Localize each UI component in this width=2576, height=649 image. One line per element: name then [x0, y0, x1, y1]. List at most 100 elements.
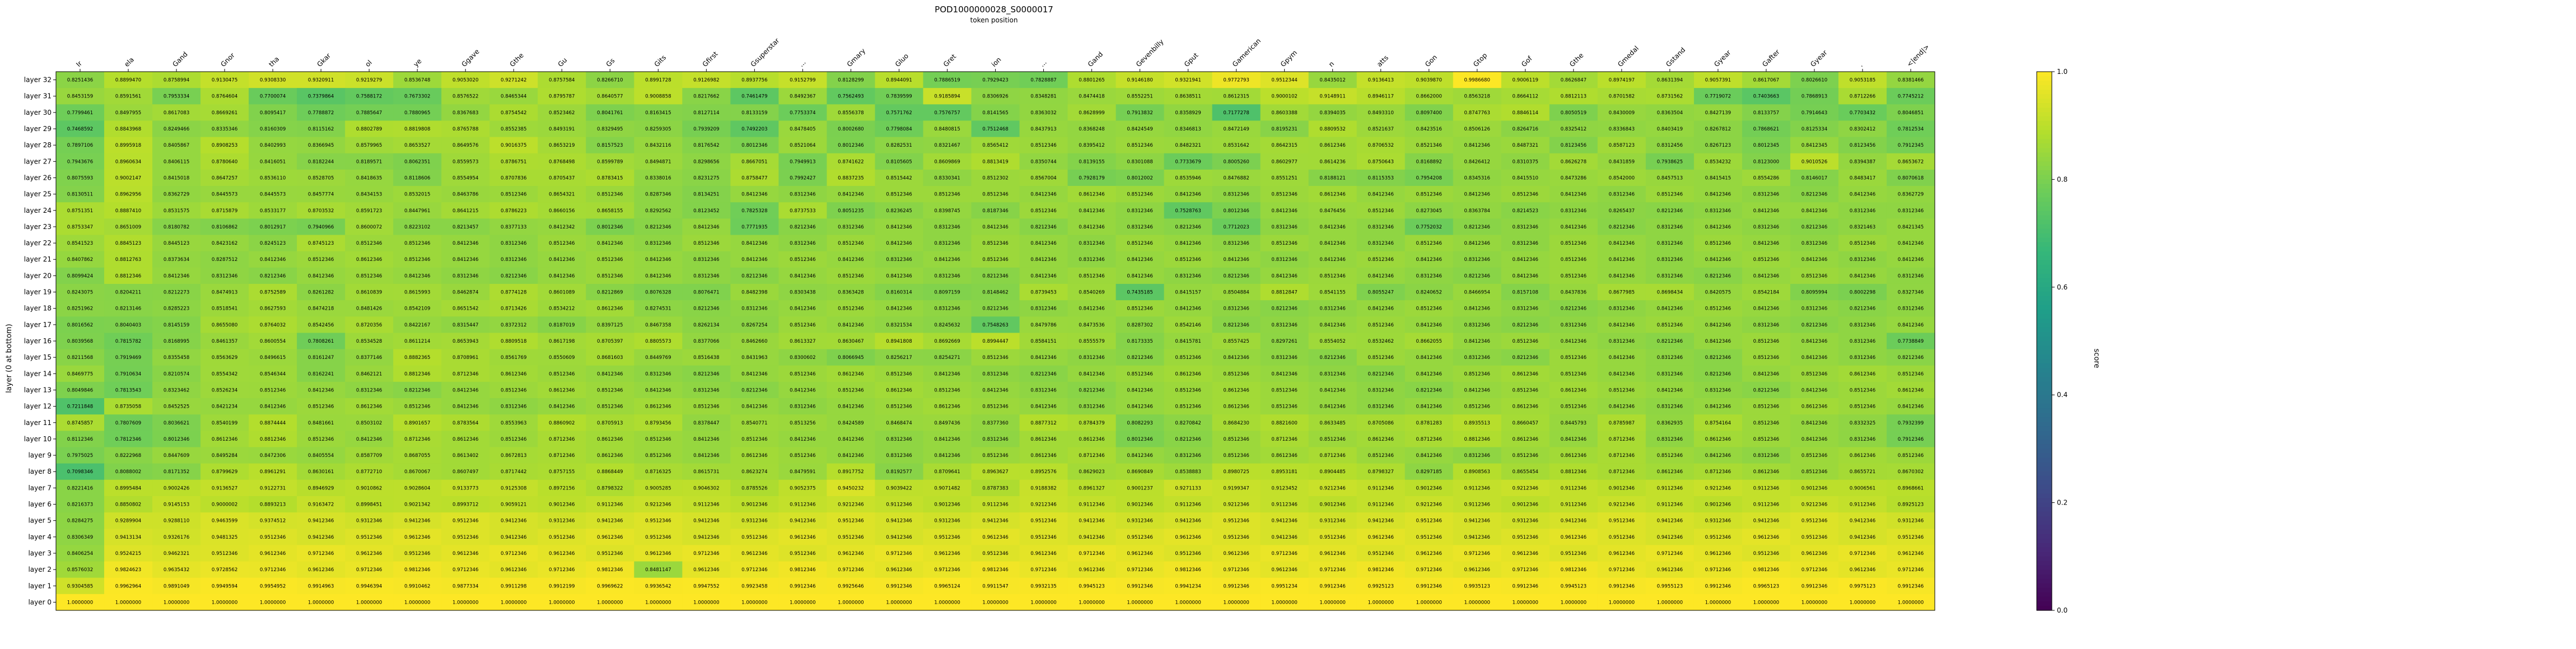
cell-value: 0.8512346 [1802, 453, 1827, 459]
cell-value: 0.8615731 [693, 469, 719, 475]
cell-value: 0.8312346 [1705, 387, 1731, 393]
cell-value: 0.8614236 [1319, 159, 1345, 165]
cell-value: 0.8512346 [1753, 355, 1779, 361]
heatmap-cell [1453, 235, 1502, 252]
cell-value: 0.8512346 [790, 323, 815, 328]
heatmap-cell [1742, 72, 1791, 88]
heatmap-cell [1790, 267, 1839, 284]
heatmap-cell [104, 251, 153, 268]
y-tick-label: layer 3 [28, 549, 52, 557]
cell-value: 0.9712346 [260, 567, 286, 573]
cell-value: 0.8412346 [1705, 257, 1731, 263]
cell-value: 0.9481325 [212, 535, 237, 540]
cell-value: 0.8346813 [1175, 127, 1201, 132]
cell-value: 0.8512346 [790, 371, 815, 377]
heatmap-cell [586, 120, 634, 138]
heatmap-cell [1116, 300, 1165, 317]
cell-value: 0.8472149 [1223, 127, 1249, 132]
cell-value: 0.9413134 [115, 535, 141, 540]
cell-value: 0.8802789 [356, 127, 382, 132]
heatmap-cell [586, 153, 634, 170]
heatmap-cell [923, 218, 972, 236]
cell-value: 0.8961327 [1079, 485, 1104, 491]
cell-value: 0.8310375 [1513, 159, 1538, 165]
cell-value: 0.9712346 [501, 551, 526, 557]
cell-value: 0.8754164 [1705, 421, 1731, 426]
cell-value: 0.9412346 [982, 519, 1008, 524]
heatmap-cell [441, 251, 490, 268]
cell-value: 0.8612346 [1657, 469, 1683, 475]
cell-value: 0.8474218 [308, 306, 334, 312]
heatmap-cell [682, 120, 731, 138]
cell-value: 0.9612346 [790, 535, 815, 540]
colorbar-segment [2037, 202, 2052, 207]
cell-value: 0.8082293 [1127, 421, 1152, 426]
cell-value: 0.8612346 [1319, 192, 1345, 198]
cell-value: 0.9612346 [886, 567, 912, 573]
heatmap-cell [923, 169, 972, 186]
cell-value: 0.8512346 [1175, 355, 1201, 361]
cell-value: 0.9512346 [838, 535, 864, 540]
cell-value: 0.8613327 [790, 339, 815, 344]
cell-value: 0.8212346 [1657, 339, 1683, 344]
heatmap-cell [297, 283, 346, 301]
cell-value: 0.8123456 [1850, 143, 1875, 148]
heatmap-cell [1597, 300, 1646, 317]
cell-value: 0.8377360 [982, 421, 1008, 426]
cell-value: 0.8412346 [1464, 192, 1490, 198]
cell-value: 0.8312346 [886, 437, 912, 442]
heatmap-cell [152, 120, 201, 138]
cell-value: 0.8546344 [260, 371, 286, 377]
cell-value: 0.8626847 [1561, 78, 1586, 83]
heatmap-cell [1116, 153, 1165, 170]
cell-value: 0.8325412 [1561, 127, 1586, 132]
heatmap-cell [1404, 300, 1454, 317]
heatmap-cell [778, 104, 827, 121]
cell-value: 0.8412346 [1705, 225, 1731, 230]
cell-value: 0.8465344 [501, 94, 526, 100]
cell-value: 0.8542184 [1753, 290, 1779, 296]
cell-value: 0.8412346 [1416, 355, 1441, 361]
cell-value: 0.8917752 [838, 469, 864, 475]
cell-value: 0.8512346 [1368, 355, 1393, 361]
cell-value: 0.9612346 [1079, 567, 1104, 573]
heatmap-cell [1212, 169, 1261, 186]
cell-value: 0.9612346 [1657, 567, 1683, 573]
cell-value: 0.8745857 [67, 421, 93, 426]
heatmap-cell [1019, 88, 1068, 105]
cell-value: 0.8612346 [212, 437, 237, 442]
heatmap-cell [441, 202, 490, 219]
cell-value: 0.7949913 [790, 159, 815, 165]
cell-value: 0.8285223 [164, 306, 189, 312]
heatmap-cell [875, 153, 923, 170]
cell-value: 0.8899470 [115, 78, 141, 83]
cell-value: 0.9012346 [1802, 485, 1827, 491]
cell-value: 0.8412346 [356, 437, 382, 442]
cell-value: 0.8607497 [452, 469, 478, 475]
cell-value: 0.8476456 [1319, 208, 1345, 214]
cell-value: 0.8355458 [164, 355, 189, 361]
heatmap-cell [1501, 251, 1550, 268]
heatmap-cell [1645, 202, 1695, 219]
colorbar-segment [2037, 422, 2052, 427]
cell-value: 0.9925646 [838, 583, 864, 589]
cell-value: 0.9125308 [501, 485, 526, 491]
heatmap-cell [1549, 120, 1598, 138]
cell-value: 0.8503102 [356, 421, 382, 426]
cell-value: 0.8163415 [645, 110, 671, 116]
cell-value: 0.8245123 [260, 241, 286, 246]
heatmap-cell [1212, 104, 1261, 121]
heatmap-cell [489, 300, 538, 317]
heatmap-cell [1260, 235, 1309, 252]
cell-value: 0.8312346 [1464, 453, 1490, 459]
cell-value: 0.8908563 [1464, 469, 1490, 475]
cell-value: 0.8012346 [838, 143, 864, 148]
cell-value: 0.7868621 [1753, 127, 1779, 132]
cell-value: 0.8783564 [452, 421, 478, 426]
cell-value: 0.9412346 [1079, 519, 1104, 524]
cell-value: 0.8479786 [1030, 323, 1056, 328]
cell-value: 0.8449769 [645, 355, 671, 361]
cell-value: 0.8412346 [164, 273, 189, 279]
heatmap-cell [538, 251, 586, 268]
heatmap-cell [1212, 137, 1261, 154]
